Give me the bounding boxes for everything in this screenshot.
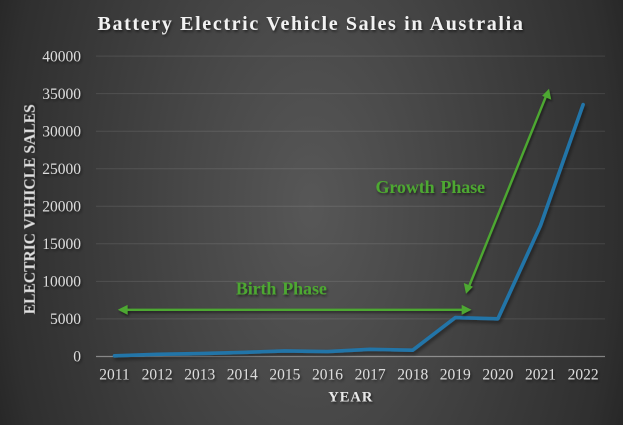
svg-text:2011: 2011 <box>99 367 129 384</box>
svg-text:Growth Phase: Growth Phase <box>375 177 485 197</box>
svg-text:40000: 40000 <box>42 48 81 65</box>
svg-text:2012: 2012 <box>142 367 173 384</box>
svg-text:30000: 30000 <box>42 123 81 140</box>
svg-text:2013: 2013 <box>184 367 215 384</box>
svg-text:20000: 20000 <box>42 199 81 216</box>
svg-text:25000: 25000 <box>42 161 81 178</box>
svg-text:2015: 2015 <box>269 367 300 384</box>
svg-text:2016: 2016 <box>312 367 343 384</box>
svg-text:2020: 2020 <box>482 367 513 384</box>
svg-text:2021: 2021 <box>525 367 556 384</box>
svg-text:2022: 2022 <box>568 367 599 384</box>
svg-text:2014: 2014 <box>227 367 258 384</box>
svg-text:10000: 10000 <box>42 274 81 291</box>
svg-text:2018: 2018 <box>397 367 428 384</box>
svg-text:Birth Phase: Birth Phase <box>236 278 327 298</box>
svg-text:YEAR: YEAR <box>328 390 373 406</box>
svg-text:5000: 5000 <box>50 311 81 328</box>
svg-text:Battery Electric Vehicle Sales: Battery Electric Vehicle Sales in Austra… <box>97 13 524 35</box>
svg-text:2017: 2017 <box>355 367 386 384</box>
svg-text:0: 0 <box>73 349 81 366</box>
svg-text:ELECTRIC VEHICLE SALES: ELECTRIC VEHICLE SALES <box>22 104 39 314</box>
svg-text:15000: 15000 <box>42 236 81 253</box>
svg-text:2019: 2019 <box>440 367 471 384</box>
svg-text:35000: 35000 <box>42 86 81 103</box>
